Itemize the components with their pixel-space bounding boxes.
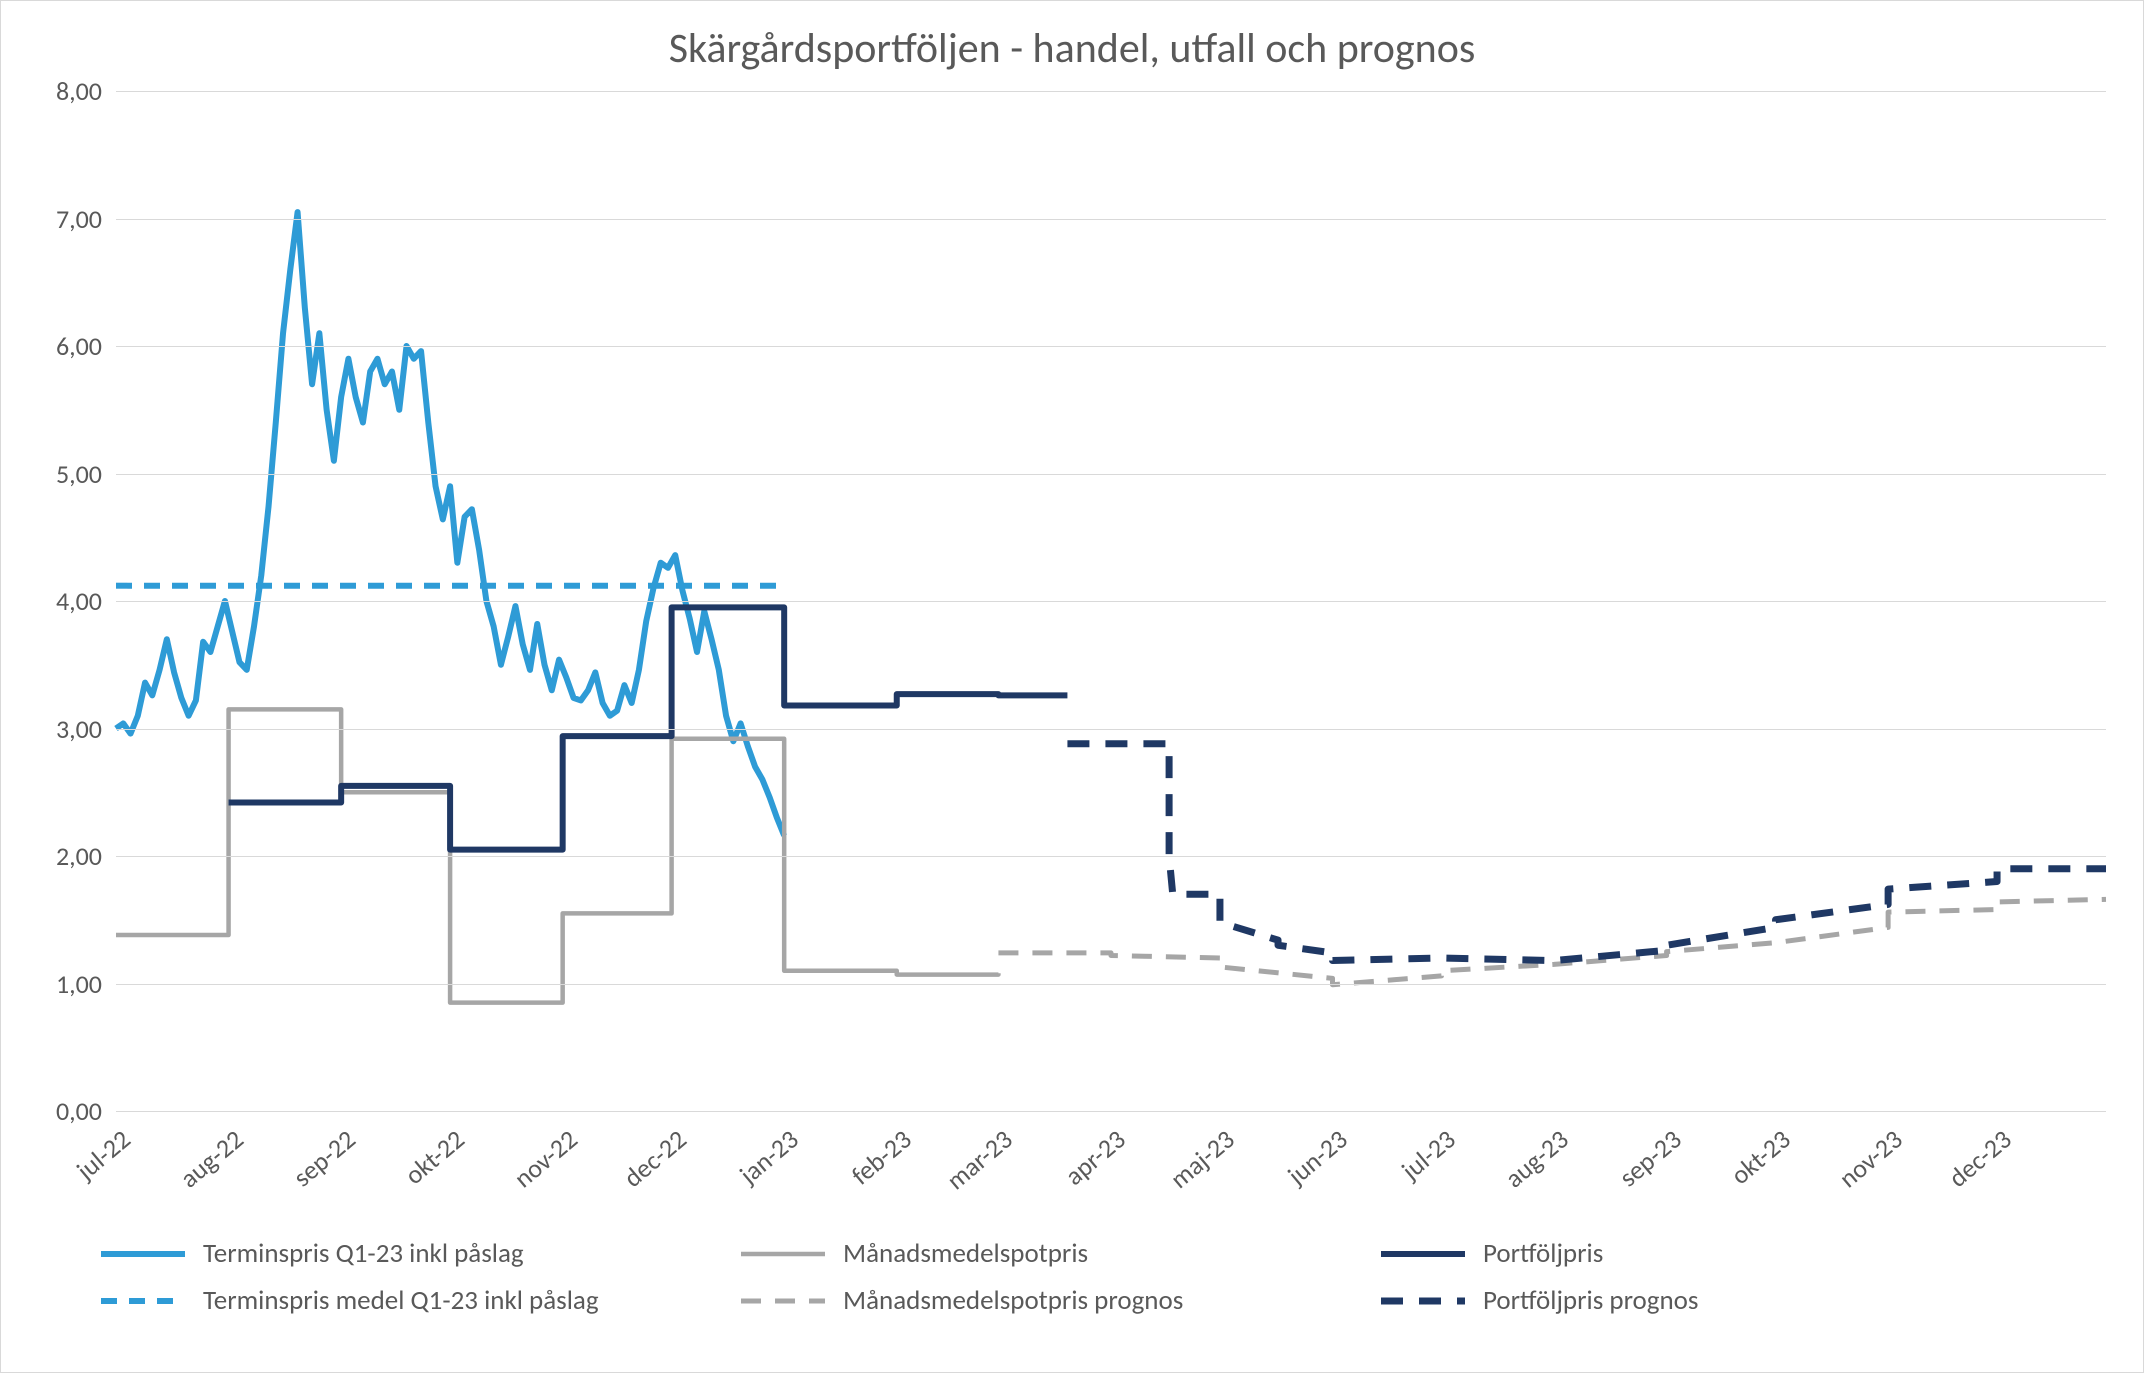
x-tick-label: maj-23	[1128, 1123, 1240, 1225]
x-tick-label: jul-22	[24, 1123, 136, 1225]
chart-container: Skärgårdsportföljen - handel, utfall och…	[0, 0, 2144, 1373]
gridline	[116, 601, 2106, 602]
gridline	[116, 1111, 2106, 1112]
gridline	[116, 856, 2106, 857]
legend-label: Månadsmedelspotpris	[843, 1237, 1088, 1270]
legend-label: Portföljpris prognos	[1483, 1284, 1698, 1317]
series-manadsmedelspotpris_prognos	[998, 899, 2106, 984]
y-tick-label: 0,00	[56, 1095, 102, 1127]
legend-swatch	[1381, 1244, 1465, 1264]
x-tick-label: sep-23	[1575, 1123, 1687, 1225]
legend: Terminspris Q1-23 inkl påslag Månadsmedel…	[101, 1237, 2021, 1317]
y-tick-label: 4,00	[56, 585, 102, 617]
x-tick-label: aug-22	[137, 1123, 249, 1225]
gridline	[116, 984, 2106, 985]
y-tick-label: 2,00	[56, 840, 102, 872]
x-tick-label: dec-23	[1905, 1123, 2017, 1225]
gridline	[116, 729, 2106, 730]
gridline	[116, 219, 2106, 220]
legend-label: Månadsmedelspotpris prognos	[843, 1284, 1183, 1317]
x-tick-label: apr-23	[1019, 1123, 1131, 1225]
series-terminspris_q1_23	[116, 212, 784, 835]
x-tick-label: jul-23	[1350, 1123, 1462, 1225]
legend-label: Terminspris medel Q1-23 inkl påslag	[203, 1284, 599, 1317]
plot-area: 0,001,002,003,004,005,006,007,008,00jul-…	[116, 91, 2106, 1111]
legend-item-manadsmedelspotpris_prognos: Månadsmedelspotpris prognos	[741, 1284, 1381, 1317]
gridline	[116, 91, 2106, 92]
y-tick-label: 8,00	[56, 75, 102, 107]
y-tick-label: 3,00	[56, 713, 102, 745]
legend-label: Terminspris Q1-23 inkl påslag	[203, 1237, 524, 1270]
legend-swatch	[101, 1244, 185, 1264]
x-tick-label: sep-22	[249, 1123, 361, 1225]
legend-label: Portföljpris	[1483, 1237, 1603, 1270]
legend-swatch	[101, 1291, 185, 1311]
legend-swatch	[1381, 1291, 1465, 1311]
y-tick-label: 7,00	[56, 203, 102, 235]
y-tick-label: 5,00	[56, 458, 102, 490]
x-tick-label: aug-23	[1462, 1123, 1574, 1225]
x-tick-label: jan-23	[692, 1123, 804, 1225]
legend-item-terminspris_medel: Terminspris medel Q1-23 inkl påslag	[101, 1284, 741, 1317]
x-tick-label: okt-23	[1684, 1123, 1796, 1225]
legend-swatch	[741, 1291, 825, 1311]
x-tick-label: feb-23	[805, 1123, 917, 1225]
legend-item-portfoljpris: Portföljpris	[1381, 1237, 2021, 1270]
y-tick-label: 1,00	[56, 968, 102, 1000]
chart-title: Skärgårdsportföljen - handel, utfall och…	[1, 23, 2143, 74]
x-tick-label: jun-23	[1241, 1123, 1353, 1225]
y-tick-label: 6,00	[56, 330, 102, 362]
x-tick-label: nov-23	[1796, 1123, 1908, 1225]
x-tick-label: nov-22	[471, 1123, 583, 1225]
legend-item-terminspris_q1_23: Terminspris Q1-23 inkl påslag	[101, 1237, 741, 1270]
legend-item-manadsmedelspotpris: Månadsmedelspotpris	[741, 1237, 1381, 1270]
legend-swatch	[741, 1244, 825, 1264]
series-portfoljpris_prognos	[1067, 744, 2106, 961]
gridline	[116, 474, 2106, 475]
x-tick-label: mar-23	[906, 1123, 1018, 1225]
legend-item-portfoljpris_prognos: Portföljpris prognos	[1381, 1284, 2021, 1317]
x-tick-label: okt-22	[358, 1123, 470, 1225]
x-tick-label: dec-22	[580, 1123, 692, 1225]
gridline	[116, 346, 2106, 347]
